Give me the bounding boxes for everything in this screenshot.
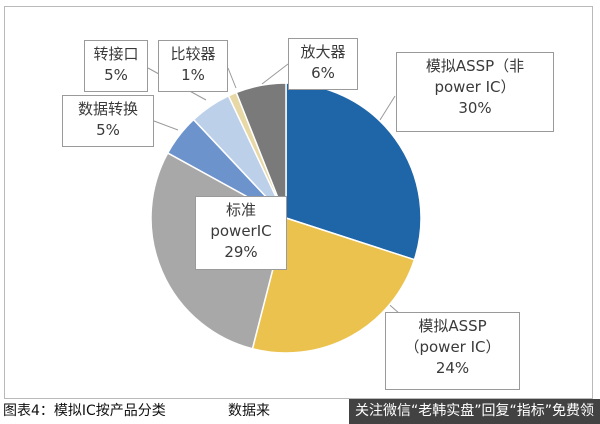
figure-caption: 图表4：模拟IC按产品分类 <box>3 403 166 419</box>
data-label-value: 5% <box>104 66 128 84</box>
leader-line-amplifier <box>261 63 289 85</box>
data-label-analog-assp-power: 模拟ASSP （power IC） 24% <box>385 312 520 390</box>
data-label-name: powerIC <box>210 222 272 240</box>
data-label-interface: 转接口 5% <box>84 40 148 92</box>
leader-line-analog-assp-non-power <box>379 95 396 121</box>
pie-slice-amplifier <box>235 82 287 219</box>
data-label-value: 1% <box>181 66 205 84</box>
data-label-analog-assp-non-power: 模拟ASSP（非 power IC） 30% <box>396 52 554 132</box>
data-label-standard-power: 标准 powerIC 29% <box>195 196 287 270</box>
data-label-name: 模拟ASSP（非 <box>425 57 525 75</box>
data-label-name: 标准 <box>225 201 256 219</box>
data-label-comparator: 比较器 1% <box>158 40 228 92</box>
leader-line-comparator <box>227 67 237 89</box>
data-label-name: 转接口 <box>93 45 139 63</box>
data-label-name: 比较器 <box>170 45 216 63</box>
data-label-name: 数据转换 <box>77 100 138 118</box>
data-label-name: 模拟ASSP <box>418 317 487 335</box>
data-label-value: 24% <box>435 359 470 377</box>
data-label-data-conversion: 数据转换 5% <box>62 95 154 147</box>
caption-bar: 图表4：模拟IC按产品分类 数据来 关注微信“老韩实盘”回复“指标”免费领 <box>0 399 600 424</box>
leader-line-data-conversion <box>153 120 179 131</box>
figure-caption-source: 数据来 <box>228 403 270 419</box>
data-label-value: 5% <box>96 121 120 139</box>
data-label-name: 放大器 <box>300 43 346 61</box>
data-label-value: 6% <box>311 64 335 82</box>
data-label-name: power IC） <box>434 78 516 96</box>
pie-slice-analog-assp-power <box>251 217 416 354</box>
data-label-amplifier: 放大器 6% <box>288 38 358 90</box>
data-label-name: （power IC） <box>404 338 501 356</box>
data-label-value: 29% <box>224 243 258 261</box>
watermark-banner: 关注微信“老韩实盘”回复“指标”免费领 <box>348 399 600 424</box>
data-label-value: 30% <box>458 99 492 117</box>
